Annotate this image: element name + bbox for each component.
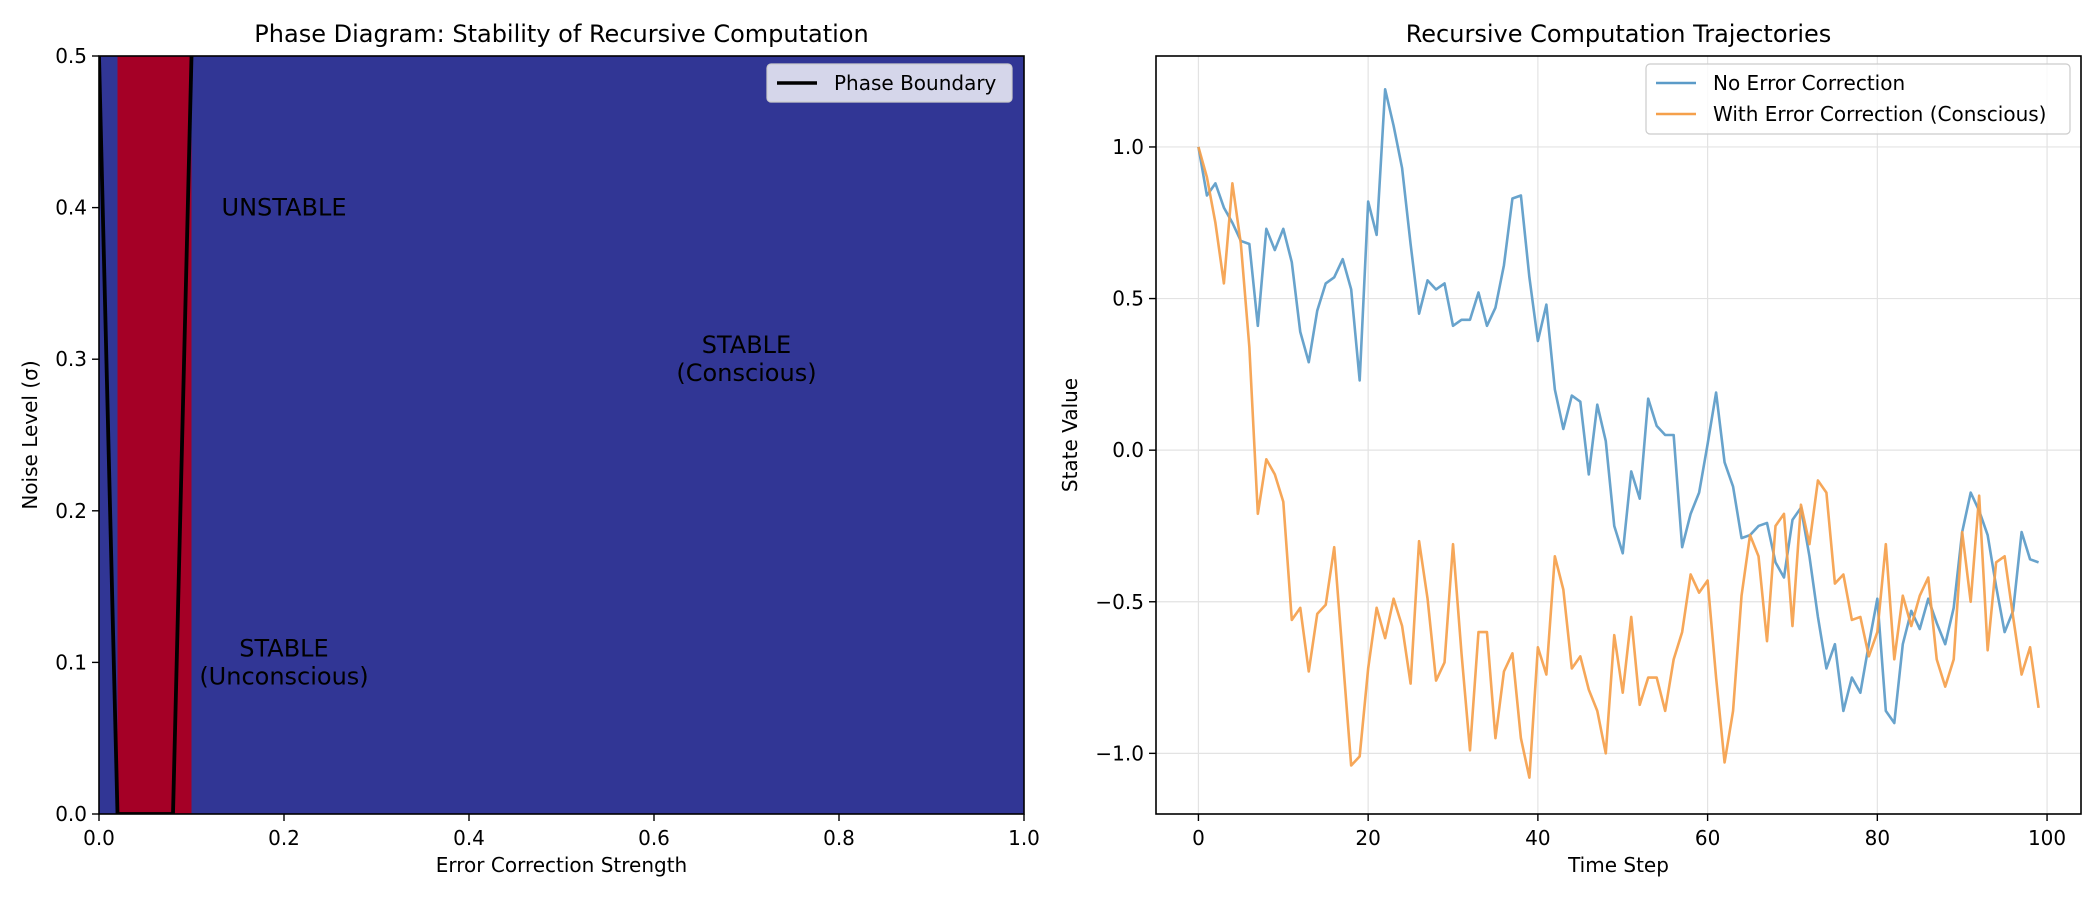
region-label-line: STABLE [239, 634, 328, 662]
y-tick-label: 0.5 [55, 44, 87, 68]
x-tick-label: 60 [1695, 826, 1720, 850]
y-tick-label: 0.2 [55, 499, 87, 523]
region-label-line: UNSTABLE [222, 194, 347, 222]
trajectories-frame [1155, 55, 2082, 815]
phase-diagram-title: Phase Diagram: Stability of Recursive Co… [254, 20, 868, 48]
phase-diagram-x-ticks: 0.0 0.2 0.4 0.6 0.8 1.0 [83, 814, 1040, 850]
trajectories-grid [1156, 56, 2081, 814]
phase-diagram-y-axis-label: Noise Level (σ) [18, 360, 42, 509]
phase-legend-box [766, 63, 1013, 103]
phase-boundary-segment [99, 56, 120, 814]
x-tick-label: 40 [1525, 826, 1550, 850]
x-tick-label: 0.2 [268, 826, 300, 850]
y-tick-label: 0.1 [55, 650, 87, 674]
y-tick-label: 0.0 [1112, 438, 1144, 462]
region-label-1: STABLE (Conscious) [676, 331, 816, 387]
y-tick-label: 0.4 [55, 196, 87, 220]
series-line-no-error-correction [1197, 88, 2040, 725]
x-tick-label: 80 [1865, 826, 1890, 850]
phase-diagram-panel: Phase Diagram: Stability of Recursive Co… [18, 20, 1040, 877]
series-line-with-error-correction [1197, 146, 2040, 779]
region-stable-2 [191, 56, 1024, 814]
trajectories-title: Recursive Computation Trajectories [1406, 20, 1832, 48]
x-tick-label: 0.4 [453, 826, 485, 850]
phase-boundary-segment [171, 56, 194, 814]
region-unstable-1 [117, 56, 192, 814]
phase-diagram-x-axis-label: Error Correction Strength [436, 853, 687, 877]
region-label-line: (Conscious) [676, 359, 816, 387]
region-label-0: UNSTABLE [222, 194, 347, 222]
legend-label-with-error-correction: With Error Correction (Conscious) [1713, 102, 2047, 126]
phase-diagram-frame [98, 55, 1025, 815]
phase-legend-label: Phase Boundary [834, 71, 997, 95]
trajectories-legend: No Error Correction With Error Correctio… [1645, 63, 2071, 135]
trajectories-y-ticks: −1.0 −0.5 0.0 0.5 1.0 [1095, 135, 1156, 765]
x-tick-label: 0.0 [83, 826, 115, 850]
y-tick-label: 0.3 [55, 347, 87, 371]
y-tick-label: 1.0 [1112, 135, 1144, 159]
region-label-line: (Unconscious) [199, 662, 368, 690]
x-tick-label: 20 [1355, 826, 1380, 850]
y-tick-label: −0.5 [1095, 590, 1144, 614]
trajectories-plot-area [1197, 88, 2040, 779]
phase-diagram-plot-area [99, 56, 1024, 814]
phase-diagram-y-ticks: 0.0 0.1 0.2 0.3 0.4 0.5 [55, 44, 99, 826]
x-tick-label: 100 [2028, 826, 2066, 850]
y-tick-label: 0.5 [1112, 287, 1144, 311]
y-tick-label: −1.0 [1095, 741, 1144, 765]
trajectories-legend-box [1645, 63, 2071, 135]
x-tick-label: 1.0 [1008, 826, 1040, 850]
trajectories-panel: Recursive Computation Trajectories 0 20 40… [1058, 20, 2082, 877]
trajectories-x-ticks: 0 20 40 60 80 100 [1192, 814, 2066, 850]
region-label-line: STABLE [702, 331, 791, 359]
x-tick-label: 0.6 [638, 826, 670, 850]
y-tick-label: 0.0 [55, 802, 87, 826]
region-label-2: STABLE (Unconscious) [199, 634, 368, 690]
legend-label-no-error-correction: No Error Correction [1713, 71, 1905, 95]
x-tick-label: 0 [1192, 826, 1205, 850]
x-tick-label: 0.8 [823, 826, 855, 850]
trajectories-x-axis-label: Time Step [1567, 853, 1669, 877]
trajectories-y-axis-label: State Value [1058, 378, 1082, 492]
phase-diagram-legend: Phase Boundary [766, 63, 1013, 103]
